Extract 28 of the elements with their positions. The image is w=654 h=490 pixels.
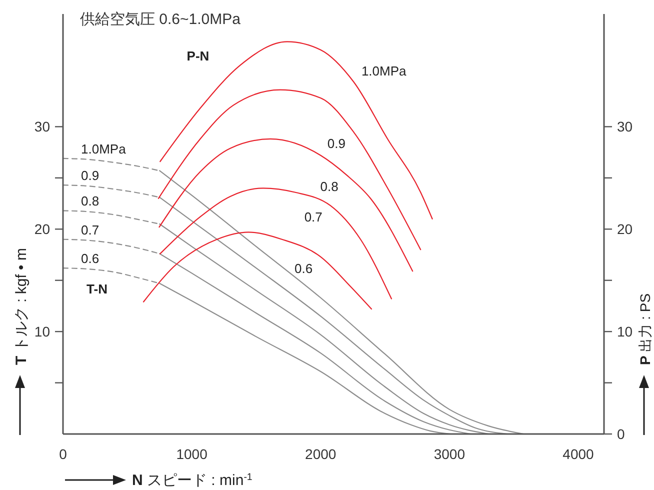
x-tick-label: 2000 — [305, 446, 336, 462]
x-tick-label: 0 — [59, 446, 68, 462]
y-tick-label: 30 — [34, 118, 50, 135]
x-axis-title: N スピード : min$^{-1}$ — [132, 472, 252, 489]
y2-tick-label: 10 — [617, 323, 633, 340]
y2-tick-label: 0 — [617, 426, 625, 442]
series-label: 0.9 — [327, 136, 346, 151]
x-tick-label: 3000 — [434, 446, 466, 462]
series-label: 1.0MPa — [81, 141, 127, 156]
annotation: T-N — [86, 282, 108, 297]
y2-tick-label: 20 — [617, 221, 633, 238]
x-tick-label: 4000 — [562, 446, 594, 462]
y-tick-label: 10 — [34, 323, 50, 340]
series-label: 0.6 — [294, 260, 313, 276]
series-label: 0.8 — [81, 194, 100, 209]
series-label: 0.8 — [320, 178, 338, 194]
series-label: 0.7 — [81, 222, 100, 238]
y2-tick-label: 30 — [617, 118, 633, 135]
y2-axis-title: P 出力 : PS — [637, 293, 653, 365]
chart-title: 供給空気圧 0.6~1.0MPa — [80, 11, 242, 28]
y-tick-label: 20 — [34, 221, 50, 238]
series-label: 0.6 — [81, 251, 100, 266]
x-tick-label: 1000 — [176, 446, 208, 462]
annotation: P-N — [186, 48, 210, 64]
series-label: 0.9 — [81, 168, 100, 184]
y-axis-title: T トルク : kgf • m — [13, 248, 30, 365]
series-label: 1.0MPa — [361, 64, 408, 79]
series-label: 0.7 — [304, 210, 322, 225]
